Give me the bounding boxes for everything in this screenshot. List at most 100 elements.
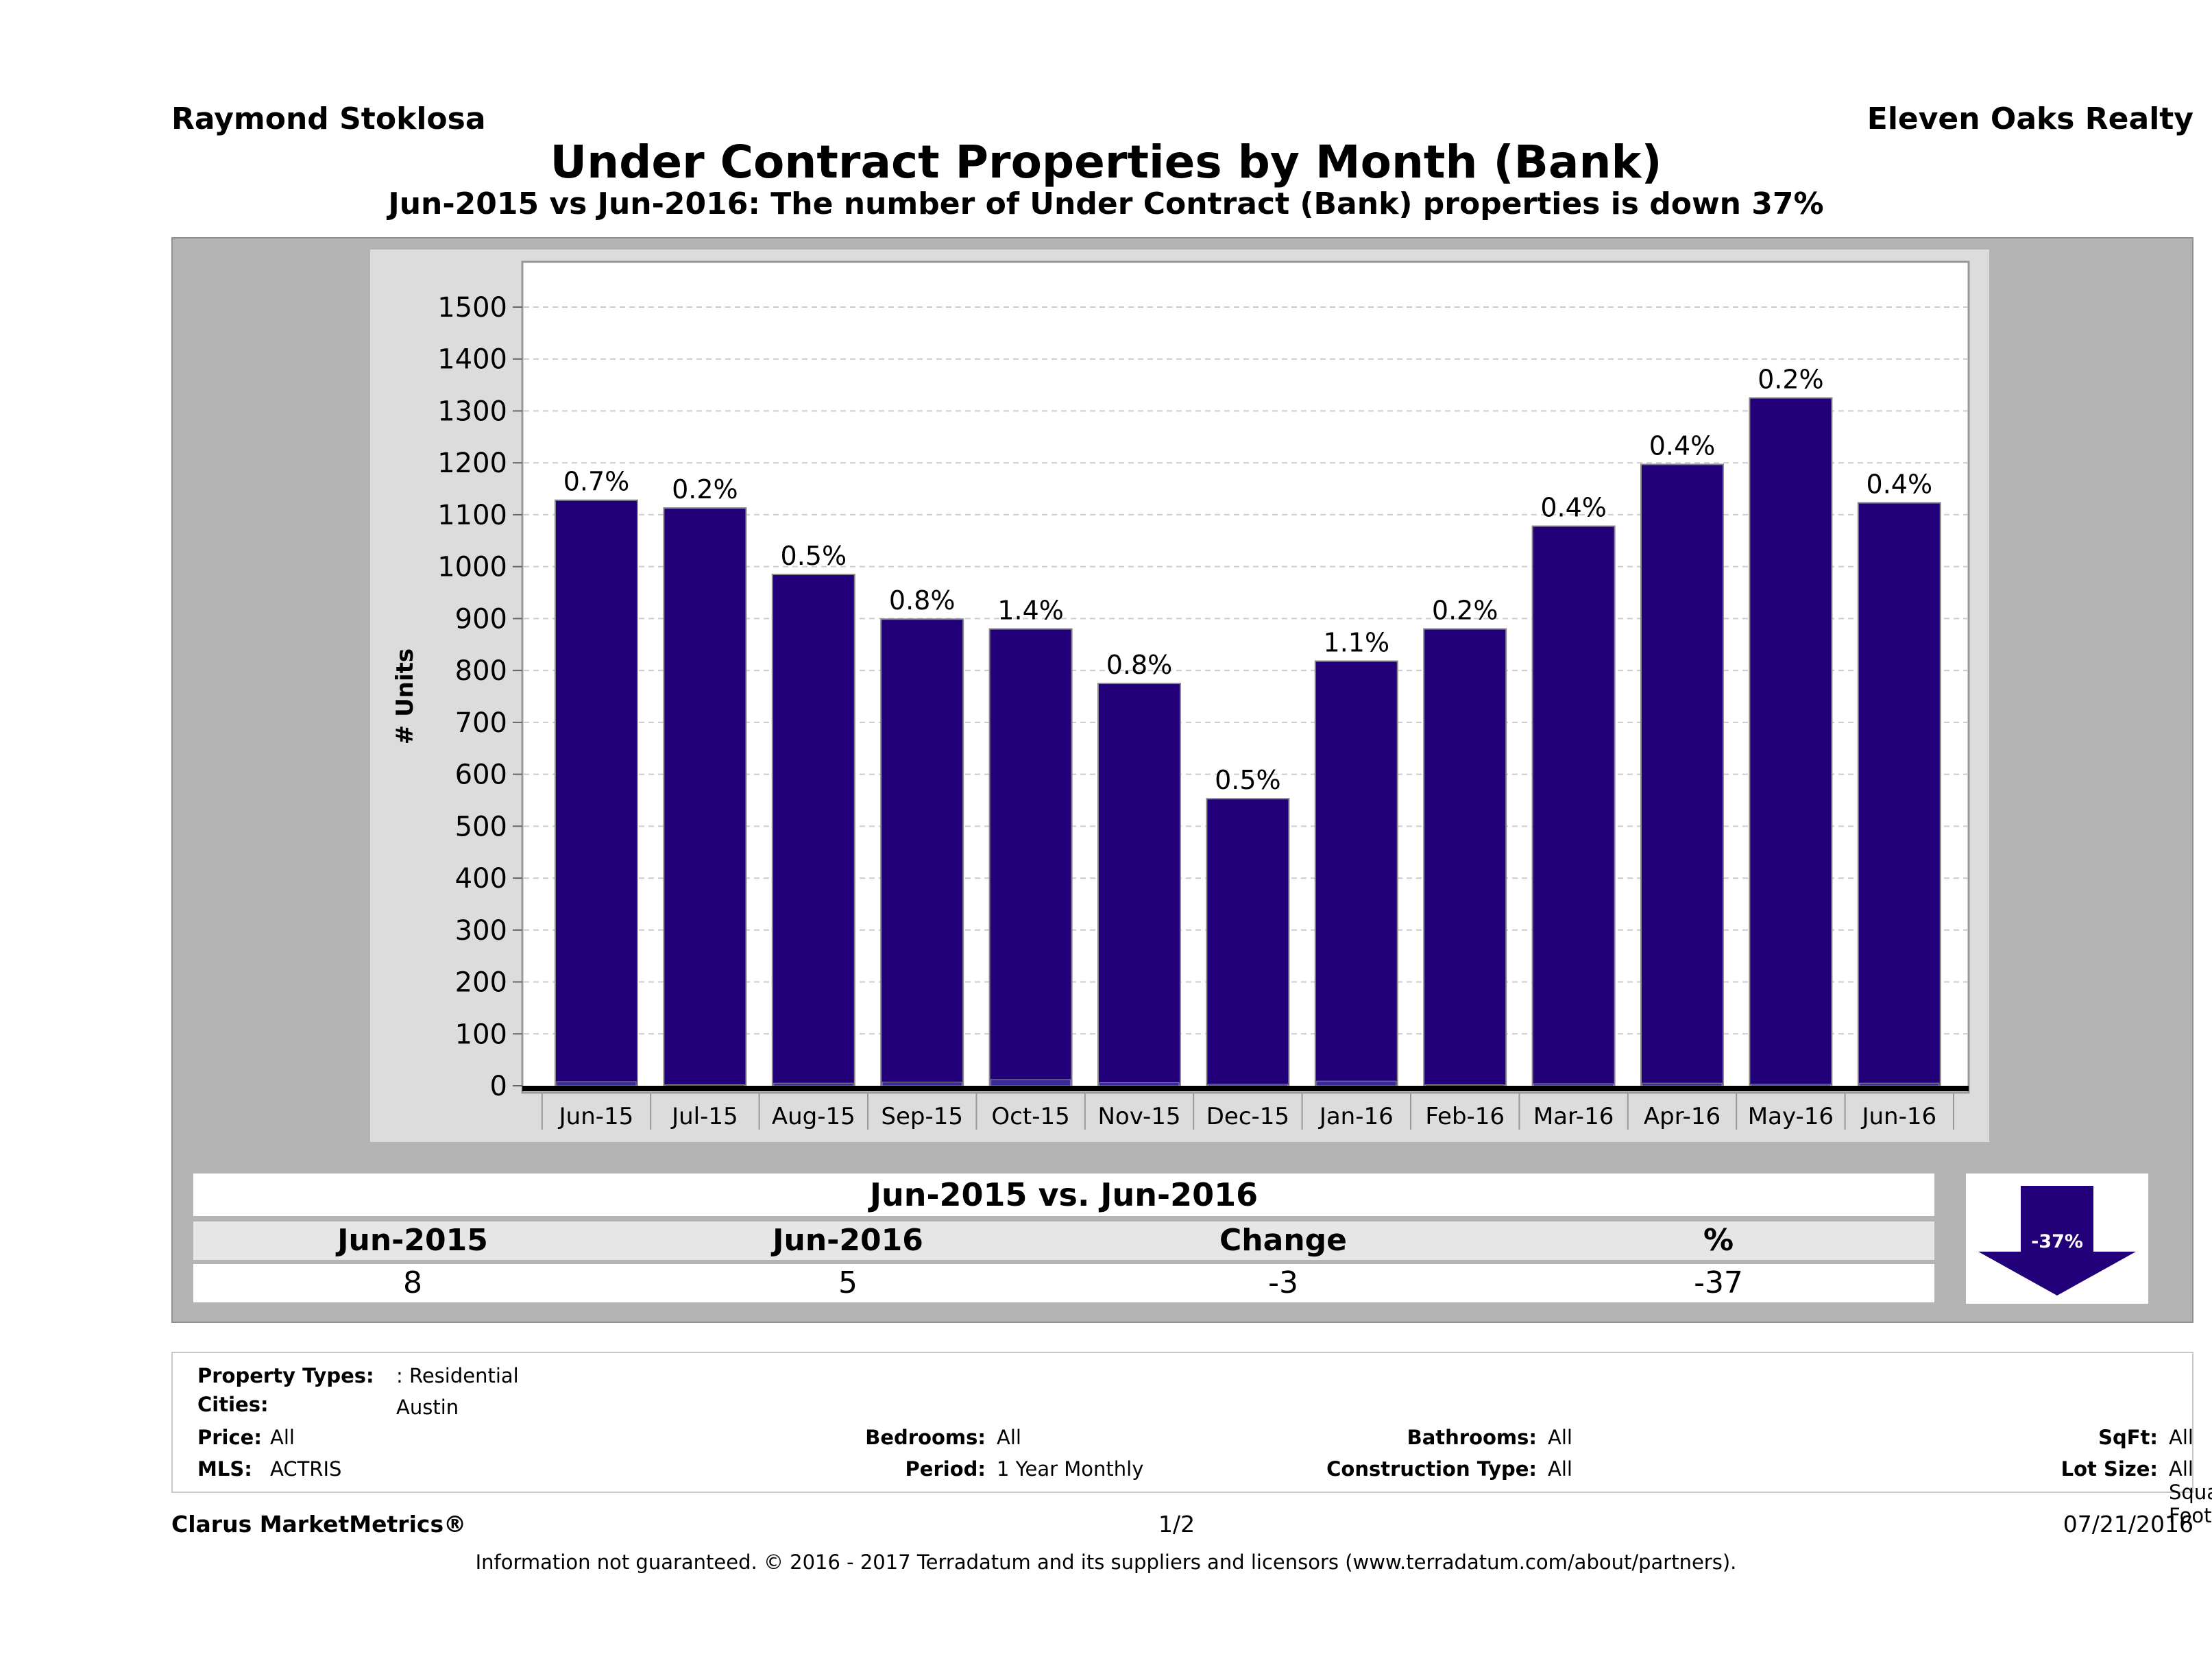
summary-header-row: Jun-2015 Jun-2016 Change % (193, 1221, 1934, 1260)
summary-title: Jun-2015 vs. Jun-2016 (869, 1176, 1259, 1213)
x-tick-label: Jan-16 (1318, 1103, 1394, 1130)
data-label: 0.7% (563, 467, 630, 497)
x-tick-label: Apr-16 (1644, 1103, 1721, 1130)
construction-type-label: Construction Type: (1326, 1457, 1537, 1481)
y-tick-label: 1100 (437, 500, 507, 531)
x-tick-label: Nov-15 (1098, 1103, 1181, 1130)
summary-header-jun-2016: Jun-2016 (773, 1223, 923, 1258)
bank-bar (664, 1084, 745, 1086)
mls-label: MLS: (197, 1457, 252, 1481)
summary-value-jun-2016: 5 (838, 1265, 858, 1300)
data-label: 0.2% (1432, 596, 1498, 626)
change-arrow-box: -37% (1966, 1174, 2148, 1304)
y-axis-label: # Units (391, 648, 419, 744)
y-tick-label: 100 (455, 1019, 507, 1050)
x-tick-label: Jun-15 (558, 1103, 634, 1130)
chart-subtitle: Jun-2015 vs Jun-2016: The number of Unde… (388, 186, 1824, 221)
bar (1857, 502, 1941, 1087)
x-tick-label: May-16 (1748, 1103, 1834, 1130)
footer-page-number: 1/2 (1158, 1511, 1195, 1537)
y-tick-label: 1500 (437, 292, 507, 324)
data-label: 0.5% (781, 541, 847, 571)
sqft-label: SqFt: (2098, 1426, 2158, 1449)
bar (1640, 463, 1724, 1086)
bank-bar (1316, 1080, 1397, 1086)
bank-bar (1750, 1084, 1831, 1086)
down-arrow-icon: -37% (1978, 1186, 2136, 1296)
footer-date: 07/21/2016 (2063, 1511, 2193, 1537)
data-label: 0.8% (1106, 650, 1173, 680)
bank-bar (1642, 1082, 1723, 1086)
data-label: 0.4% (1649, 430, 1716, 461)
broker-name: Eleven Oaks Realty (1867, 101, 2193, 136)
property-types-label: Property Types: (197, 1364, 374, 1387)
bank-bar (773, 1082, 854, 1086)
bank-bar (1859, 1082, 1940, 1086)
summary-value-row: 8 5 -3 -37 (193, 1264, 1934, 1302)
bar (555, 499, 638, 1086)
bar (771, 574, 855, 1086)
y-tick-label: 1400 (437, 344, 507, 376)
summary-header-percent: % (1703, 1223, 1734, 1258)
y-tick-label: 900 (455, 603, 507, 635)
chart-title: Under Contract Properties by Month (Bank… (550, 136, 1662, 189)
bar (663, 507, 747, 1086)
bank-bar (556, 1081, 637, 1086)
x-tick-label: Jun-16 (1860, 1103, 1936, 1130)
x-tick-label: Dec-15 (1206, 1103, 1289, 1130)
bar (1206, 798, 1290, 1086)
agent-name: Raymond Stoklosa (171, 101, 486, 136)
bar (1097, 683, 1181, 1086)
x-tick-label: Sep-15 (881, 1103, 963, 1130)
data-label: 0.2% (672, 474, 738, 504)
sqft-value: All (2169, 1426, 2193, 1449)
property-types-value: : Residential (396, 1364, 519, 1387)
x-tick-label: Mar-16 (1533, 1103, 1614, 1130)
y-tick-label: 200 (455, 967, 507, 999)
chart-area: 0 100 200 300 400 500 600 700 800 900 1000 1100 1200… (370, 250, 1989, 1142)
y-tick-label: 0 (490, 1071, 507, 1102)
change-arrow-label: -37% (2031, 1231, 2083, 1252)
bar (1314, 660, 1398, 1086)
mls-value: ACTRIS (270, 1457, 342, 1481)
property-criteria: Property Types: : Residential Cities: Au… (171, 1352, 2212, 1527)
cities-value: Austin (396, 1396, 459, 1419)
y-tick-label: 1300 (437, 396, 507, 427)
y-tick-label: 1000 (437, 552, 507, 583)
lot-size-value: All Square Footage (2169, 1457, 2212, 1527)
period-label: Period: (905, 1457, 986, 1481)
bank-bar (990, 1079, 1071, 1086)
summary-table: Jun-2015 vs. Jun-2016 Jun-2015 Jun-2016 … (193, 1174, 1934, 1305)
bedrooms-value: All (997, 1426, 1021, 1449)
data-label: 0.4% (1867, 470, 1933, 500)
bank-bar (1207, 1084, 1288, 1086)
summary-header-jun-2015: Jun-2015 (337, 1223, 488, 1258)
summary-value-change: -3 (1268, 1265, 1298, 1300)
data-label: 1.1% (1324, 628, 1390, 658)
price-value: All (270, 1426, 295, 1449)
data-label: 0.4% (1540, 493, 1607, 523)
summary-title-row: Jun-2015 vs. Jun-2016 (193, 1174, 1934, 1216)
summary-header-change: Change (1219, 1223, 1347, 1258)
footer-disclaimer: Information not guaranteed. © 2016 - 201… (475, 1551, 1737, 1574)
data-label: 0.5% (1215, 765, 1281, 795)
bar (1531, 525, 1616, 1086)
data-label: 1.4% (997, 596, 1064, 626)
footer-brand: Clarus MarketMetrics® (171, 1511, 467, 1537)
summary-value-jun-2015: 8 (403, 1265, 422, 1300)
x-tick-label: Feb-16 (1425, 1103, 1505, 1130)
x-tick-label: Jul-15 (670, 1103, 738, 1130)
bank-bar (1424, 1084, 1505, 1086)
y-tick-label: 600 (455, 759, 507, 791)
bathrooms-label: Bathrooms: (1407, 1426, 1537, 1449)
y-tick-label: 700 (455, 707, 507, 739)
lot-size-label: Lot Size: (2061, 1457, 2158, 1481)
data-label: 0.2% (1758, 365, 1824, 395)
x-tick-label: Aug-15 (772, 1103, 855, 1130)
bar (880, 618, 964, 1086)
bedrooms-label: Bedrooms: (865, 1426, 986, 1449)
cities-label: Cities: (197, 1393, 269, 1416)
bathrooms-value: All (1548, 1426, 1572, 1449)
y-tick-label: 1200 (437, 448, 507, 479)
construction-type-value: All (1548, 1457, 1572, 1481)
